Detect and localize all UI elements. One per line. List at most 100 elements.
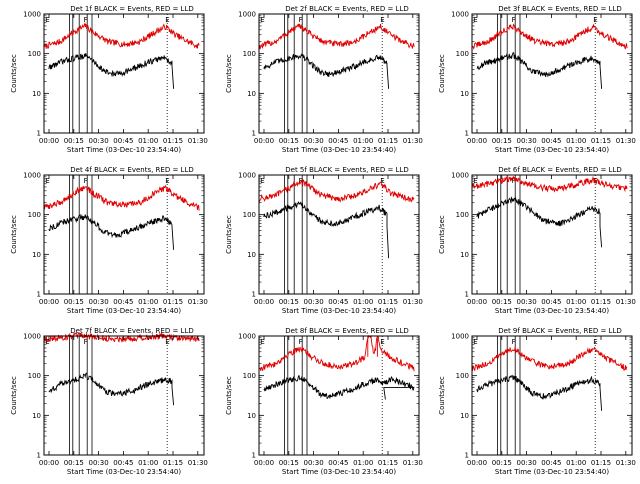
event-marker-label: E [473, 16, 477, 24]
plot-frame [258, 174, 420, 295]
y-tick-label: 1 [37, 130, 41, 138]
x-tick-label: 01:30 [616, 459, 636, 467]
event-marker-label: E [593, 16, 597, 24]
x-tick-label: 01:15 [163, 459, 183, 467]
panel-title: Det 9f BLACK = Events, RED = LLD [498, 327, 621, 335]
x-tick-label: 01:30 [616, 137, 636, 145]
x-tick-label: 00:30 [304, 298, 324, 306]
y-tick-label: 100 [456, 372, 469, 380]
panel-title: Det 2f BLACK = Events, RED = LLD [285, 5, 408, 13]
y-axis-label: Counts/sec [438, 54, 446, 93]
series-events-trace [48, 214, 175, 250]
x-tick-label: 00:45 [113, 298, 133, 306]
series-lld-trace [258, 334, 415, 372]
series-events-trace [476, 374, 603, 411]
x-tick-label: 00:30 [304, 137, 324, 145]
series-lld-trace [43, 21, 200, 49]
y-tick-label: 100 [243, 50, 256, 58]
y-axis-label: Counts/sec [10, 54, 18, 93]
y-axis-label: Counts/sec [225, 215, 233, 254]
x-tick-label: 00:45 [328, 137, 348, 145]
x-tick-label: 01:30 [616, 298, 636, 306]
event-marker-label: E [165, 338, 169, 346]
x-tick-label: 01:00 [566, 137, 586, 145]
y-tick-label: 1000 [238, 333, 256, 341]
x-tick-label: 00:00 [467, 137, 487, 145]
x-tick-label: 00:30 [89, 298, 109, 306]
y-tick-label: 1 [465, 130, 469, 138]
x-tick-label: 00:00 [39, 459, 59, 467]
x-tick-label: 01:00 [138, 298, 158, 306]
plot-frame [471, 174, 633, 295]
x-tick-label: 00:30 [304, 459, 324, 467]
event-marker-label: E [165, 177, 169, 185]
x-tick-label: 01:00 [353, 137, 373, 145]
x-tick-label: 01:15 [591, 137, 611, 145]
event-marker-label: E [380, 16, 384, 24]
event-marker-label: E [473, 338, 477, 346]
y-tick-label: 1000 [238, 11, 256, 19]
x-tick-label: 00:45 [541, 298, 561, 306]
x-tick-label: 00:30 [517, 137, 537, 145]
y-axis-label: Counts/sec [10, 215, 18, 254]
event-marker-label: F [512, 338, 516, 346]
y-tick-label: 1000 [451, 11, 469, 19]
event-marker-label: E [260, 338, 264, 346]
series-events-trace [48, 53, 175, 89]
event-marker-label: E [380, 338, 384, 346]
x-tick-label: 01:30 [188, 137, 208, 145]
event-marker-label: E [380, 177, 384, 185]
event-marker-label: E [165, 16, 169, 24]
y-tick-label: 10 [32, 251, 41, 259]
y-tick-label: 10 [32, 90, 41, 98]
y-tick-label: 10 [247, 251, 256, 259]
series-lld-trace [43, 184, 200, 211]
event-marker-label: E [45, 177, 49, 185]
event-marker-label: F [512, 16, 516, 24]
x-axis-label: Start Time (03-Dec-10 23:54:40) [282, 307, 396, 315]
detector-panel-3: Det 3f BLACK = Events, RED = LLD E F E 00:00… [438, 5, 636, 154]
x-tick-label: 00:00 [467, 459, 487, 467]
x-tick-label: 00:15 [492, 298, 512, 306]
x-tick-label: 00:45 [541, 137, 561, 145]
series-events-trace [48, 372, 175, 406]
series-lld-trace [471, 23, 628, 50]
panel-title: Det 1f BLACK = Events, RED = LLD [70, 5, 193, 13]
y-tick-label: 1000 [23, 172, 41, 180]
series-lld-trace [471, 175, 628, 193]
y-tick-label: 1 [465, 452, 469, 460]
event-marker-label: F [84, 16, 88, 24]
x-axis-label: Start Time (03-Dec-10 23:54:40) [495, 307, 609, 315]
y-tick-label: 1000 [23, 11, 41, 19]
series-events-trace [263, 201, 390, 259]
x-tick-label: 01:00 [353, 298, 373, 306]
y-tick-label: 1000 [451, 333, 469, 341]
x-tick-label: 01:00 [353, 459, 373, 467]
x-tick-label: 00:00 [254, 298, 274, 306]
y-axis-label: Counts/sec [225, 54, 233, 93]
plot-frame [43, 335, 205, 456]
x-tick-label: 01:15 [378, 298, 398, 306]
x-tick-label: 01:00 [566, 298, 586, 306]
x-tick-label: 00:00 [254, 459, 274, 467]
panel-title: Det 3f BLACK = Events, RED = LLD [498, 5, 621, 13]
plot-frame [258, 335, 420, 456]
plot-frame [43, 174, 205, 295]
y-tick-label: 10 [460, 90, 469, 98]
x-tick-label: 00:45 [541, 459, 561, 467]
x-tick-label: 01:00 [138, 459, 158, 467]
x-tick-label: 01:30 [188, 298, 208, 306]
event-marker-label: E [473, 177, 477, 185]
plot-frame [471, 13, 633, 134]
y-axis-label: Counts/sec [225, 376, 233, 415]
panel-title: Det 4f BLACK = Events, RED = LLD [70, 166, 193, 174]
x-tick-label: 01:30 [403, 298, 423, 306]
panel-title: Det 6f BLACK = Events, RED = LLD [498, 166, 621, 174]
series-events-trace [476, 196, 603, 248]
x-tick-label: 01:15 [591, 459, 611, 467]
plot-frame [258, 13, 420, 134]
x-tick-label: 00:30 [89, 137, 109, 145]
